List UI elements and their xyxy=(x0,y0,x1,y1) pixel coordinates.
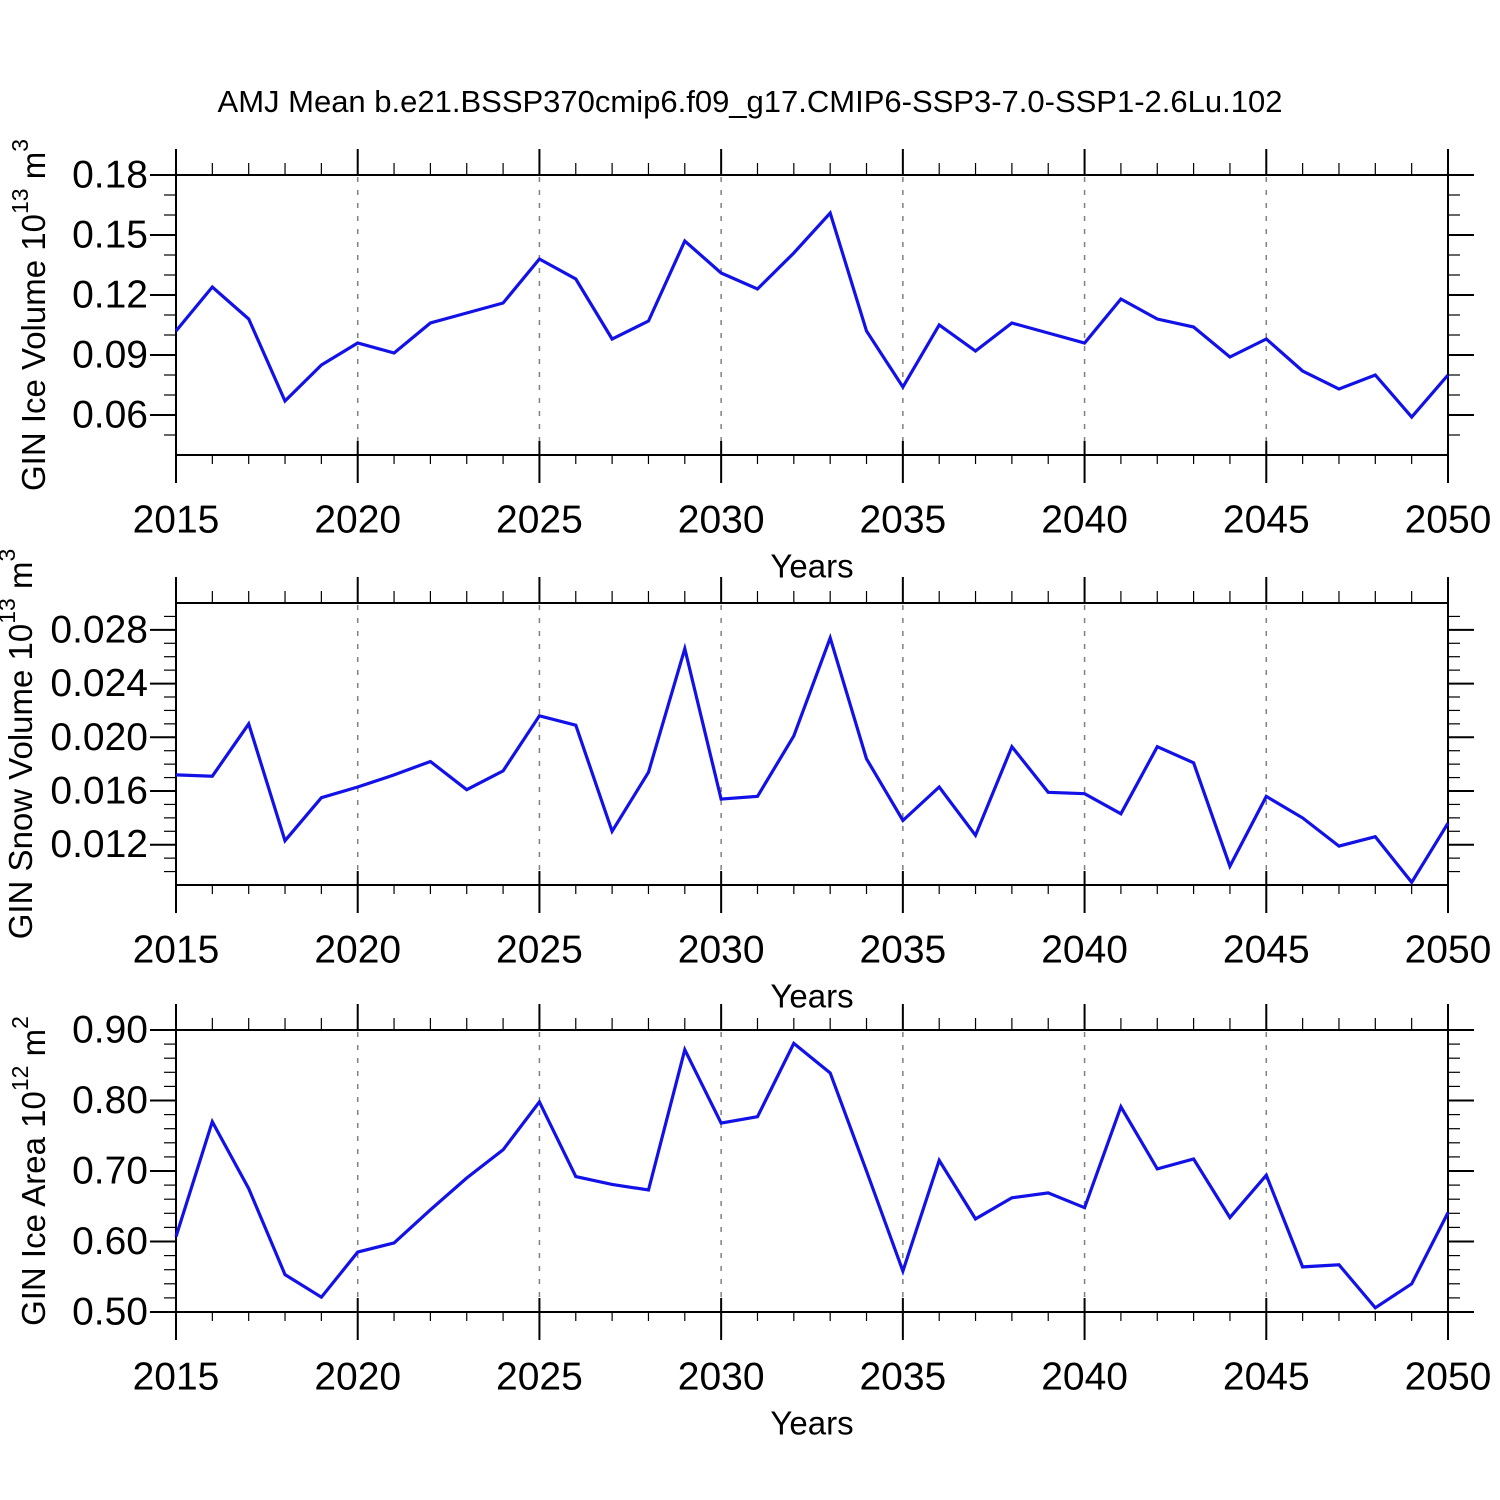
x-tick-label: 2015 xyxy=(133,1356,220,1399)
panel-gin-snow-volume: 0.012 0.016 0.020 0.024 0.028 2015 2020 2025 203… xyxy=(0,549,1491,1015)
x-tick-label: 2025 xyxy=(496,929,583,972)
y-axis-title: GIN Snow Volume 1013 m3 xyxy=(0,549,39,940)
x-tick-label: 2030 xyxy=(678,499,765,542)
y-tick-label: 0.18 xyxy=(72,154,148,197)
x-tick-label: 2045 xyxy=(1223,1356,1310,1399)
figure-title: AMJ Mean b.e21.BSSP370cmip6.f09_g17.CMIP… xyxy=(217,84,1283,119)
x-ticks xyxy=(175,149,1449,483)
x-tick-label: 2050 xyxy=(1405,499,1492,542)
x-tick-label: 2025 xyxy=(496,499,583,542)
series-line xyxy=(174,209,1450,420)
x-tick-label: 2020 xyxy=(314,1356,401,1399)
y-tick-label: 0.90 xyxy=(72,1009,148,1052)
x-labels: 2015 2020 2025 2030 2035 2040 2045 2050 Years xyxy=(133,499,1492,585)
y-tick-label: 0.12 xyxy=(72,274,148,317)
y-tick-label: 0.09 xyxy=(72,334,148,377)
y-tick-label: 0.020 xyxy=(50,716,148,759)
y-tick-label: 0.06 xyxy=(72,394,148,437)
x-tick-label: 2035 xyxy=(859,929,946,972)
series-line xyxy=(174,1040,1450,1310)
series-line xyxy=(175,632,1450,886)
plot-frame xyxy=(175,174,1449,456)
x-ticks xyxy=(175,577,1449,913)
panel-gin-ice-area: 0.50 0.60 0.70 0.80 0.90 2015 2020 2025 2030 2035… xyxy=(7,1004,1491,1442)
y-tick-label: 0.80 xyxy=(72,1079,148,1122)
y-axis-title: GIN Ice Volume 1013 m3 xyxy=(7,139,52,491)
plot-frame xyxy=(175,602,1449,886)
y-tick-label: 0.60 xyxy=(72,1220,148,1263)
y-tick-label: 0.028 xyxy=(50,608,148,651)
x-tick-label: 2045 xyxy=(1223,929,1310,972)
gridlines xyxy=(356,1032,1268,1310)
y-tick-label: 0.012 xyxy=(50,823,148,866)
x-tick-label: 2035 xyxy=(859,499,946,542)
x-labels: 2015 2020 2025 2030 2035 2040 2045 2050 Years xyxy=(133,929,1492,1015)
y-tick-label: 0.016 xyxy=(50,770,148,813)
x-tick-label: 2045 xyxy=(1223,499,1310,542)
x-tick-label: 2040 xyxy=(1041,499,1128,542)
y-axis-title: GIN Ice Area 1012 m2 xyxy=(7,1016,52,1326)
y-tick-label: 0.15 xyxy=(72,214,148,257)
x-axis-title: Years xyxy=(770,548,853,585)
x-axis-title: Years xyxy=(770,1405,853,1442)
x-tick-label: 2015 xyxy=(133,929,220,972)
gridlines xyxy=(356,177,1268,453)
x-tick-label: 2030 xyxy=(678,1356,765,1399)
y-ticks: 0.012 0.016 0.020 0.024 0.028 xyxy=(50,608,1474,873)
y-tick-label: 0.70 xyxy=(72,1150,148,1193)
plot-frame xyxy=(175,1029,1449,1313)
y-tick-label: 0.50 xyxy=(72,1291,148,1334)
x-tick-label: 2020 xyxy=(314,929,401,972)
x-tick-label: 2035 xyxy=(859,1356,946,1399)
y-ticks: 0.50 0.60 0.70 0.80 0.90 xyxy=(72,1009,1474,1334)
x-labels: 2015 2020 2025 2030 2035 2040 2045 2050 Years xyxy=(133,1356,1492,1442)
gridlines xyxy=(356,605,1268,883)
y-ticks: 0.06 0.09 0.12 0.15 0.18 xyxy=(72,154,1474,437)
x-tick-label: 2020 xyxy=(314,499,401,542)
x-axis-title: Years xyxy=(770,978,853,1015)
x-tick-label: 2030 xyxy=(678,929,765,972)
x-ticks xyxy=(175,1004,1449,1340)
x-tick-label: 2040 xyxy=(1041,1356,1128,1399)
x-tick-label: 2025 xyxy=(496,1356,583,1399)
y-tick-label: 0.024 xyxy=(50,662,148,705)
x-tick-label: 2050 xyxy=(1405,1356,1492,1399)
x-tick-label: 2015 xyxy=(133,499,220,542)
x-tick-label: 2040 xyxy=(1041,929,1128,972)
x-tick-label: 2050 xyxy=(1405,929,1492,972)
panel-gin-ice-volume: 0.06 0.09 0.12 0.15 0.18 2015 2020 2025 2030 2035… xyxy=(7,139,1491,585)
